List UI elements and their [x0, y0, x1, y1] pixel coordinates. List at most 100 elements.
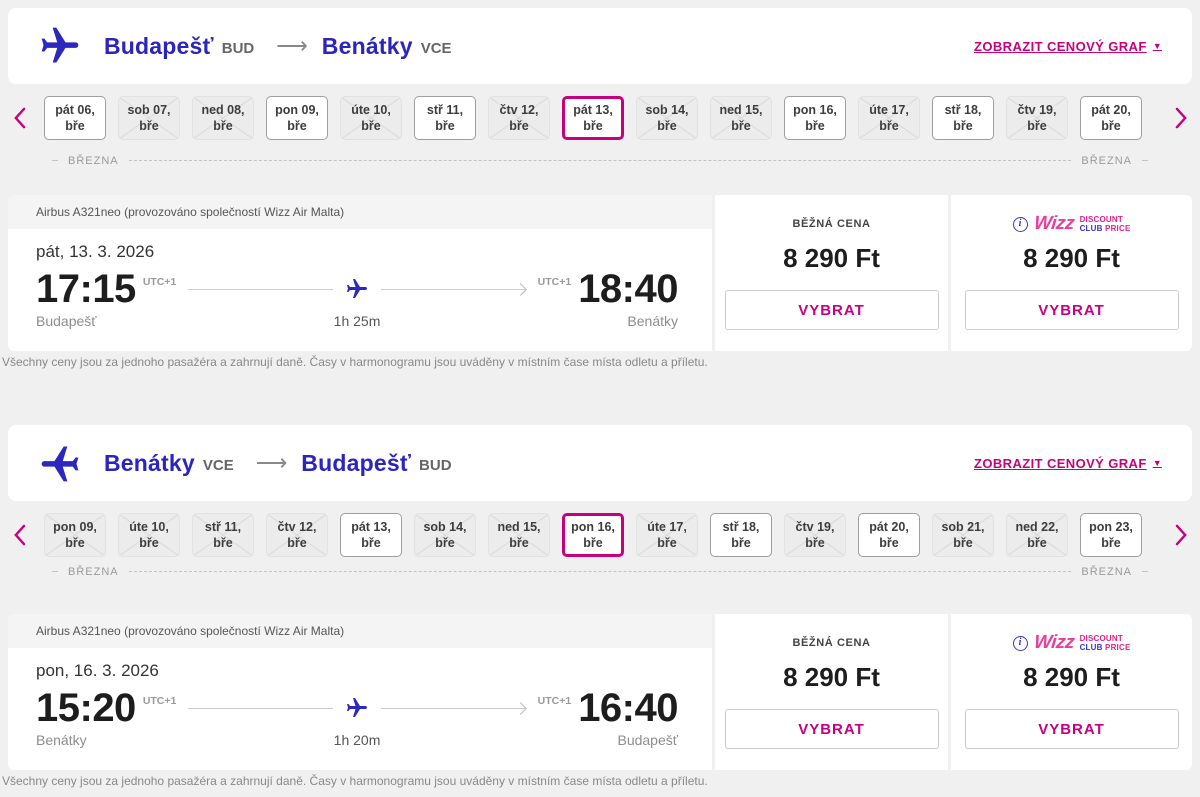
date-tile-month: bře	[287, 119, 307, 133]
date-strip: pon 09, bře úte 10, bře stř 11, bře čtv …	[44, 513, 1156, 557]
departure-city: Benátky	[36, 732, 87, 748]
discount-price-card: i Wizz DISCOUNT CLUB PRICE 8 290 Ft VYBR…	[951, 614, 1192, 770]
flight-section-return: Benátky VCE ⟶ Budapešť BUD ZOBRAZIT CENO…	[2, 425, 1192, 788]
arrival-city: Budapešť	[617, 732, 679, 748]
date-tile: sob 14, bře	[636, 96, 698, 140]
aircraft-info: Airbus A321neo (provozováno společností …	[8, 195, 712, 229]
date-tile: pon 09, bře	[44, 513, 106, 557]
month-label-right: BŘEZNA	[1081, 565, 1132, 578]
chevron-right-icon[interactable]	[1170, 107, 1192, 129]
chevron-left-icon[interactable]	[8, 107, 30, 129]
regular-price-value: 8 290 Ft	[783, 662, 880, 692]
date-tile-day: stř 18,	[722, 519, 760, 534]
date-tile-month: bře	[731, 119, 751, 133]
chevron-left-icon[interactable]	[8, 524, 30, 546]
date-tile-day: čtv 19,	[1017, 102, 1057, 117]
discount-club-label: DISCOUNT CLUB PRICE	[1080, 215, 1131, 233]
date-tile-day: pát 06,	[55, 102, 95, 117]
route-header: Budapešť BUD ⟶ Benátky VCE ZOBRAZIT CENO…	[8, 8, 1192, 84]
month-label-left: BŘEZNA	[68, 565, 119, 578]
date-tile-day: ned 22,	[1015, 519, 1059, 534]
month-label-left: BŘEZNA	[68, 154, 119, 167]
info-icon[interactable]: i	[1012, 216, 1028, 232]
plane-right-icon	[38, 24, 82, 68]
date-tile: čtv 12, bře	[266, 513, 328, 557]
date-tile-day: čtv 12,	[499, 102, 539, 117]
date-tile-day: sob 14,	[423, 519, 467, 534]
origin-city: Benátky	[104, 449, 195, 476]
date-tile-month: bře	[953, 536, 973, 550]
price-graph-label: ZOBRAZIT CENOVÝ GRAF	[974, 38, 1147, 54]
date-tile[interactable]: pát 20, bře	[858, 513, 920, 557]
date-tile[interactable]: pon 09, bře	[266, 96, 328, 140]
date-tile-month: bře	[1027, 119, 1047, 133]
flight-details-card: Airbus A321neo (provozováno společností …	[8, 614, 712, 770]
date-tile[interactable]: pát 13, bře	[562, 96, 624, 140]
date-tile: úte 17, bře	[636, 513, 698, 557]
date-tile[interactable]: pát 13, bře	[340, 513, 402, 557]
destination-city: Benátky	[321, 32, 413, 59]
regular-price-card: BĚŽNÁ CENA 8 290 Ft VYBRAT	[715, 614, 948, 770]
date-tile-month: bře	[213, 536, 233, 550]
date-tile-day: pon 16,	[571, 519, 615, 534]
date-tile-month: bře	[361, 536, 381, 550]
price-graph-link[interactable]: ZOBRAZIT CENOVÝ GRAF ▼	[974, 39, 1162, 54]
date-tile-day: pát 20,	[869, 519, 909, 534]
date-tile-day: úte 10,	[129, 519, 169, 534]
origin-city: Budapešť	[104, 32, 214, 59]
route-line-arrow	[381, 707, 526, 709]
date-tile[interactable]: stř 11, bře	[414, 96, 476, 140]
date-tile-day: pon 09,	[53, 519, 97, 534]
date-tile: sob 14, bře	[414, 513, 476, 557]
date-tile-day: pát 20,	[1091, 102, 1131, 117]
date-tile[interactable]: pon 16, bře	[784, 96, 846, 140]
flight-details-card: Airbus A321neo (provozováno společností …	[8, 195, 712, 351]
arrival-city: Benátky	[627, 313, 679, 329]
route-line-arrow	[381, 288, 526, 290]
date-tile-day: sob 14,	[645, 102, 689, 117]
date-tile[interactable]: stř 18, bře	[932, 96, 994, 140]
dash	[52, 160, 58, 161]
date-tile-day: pon 09,	[275, 102, 319, 117]
dashed-line	[128, 571, 1072, 572]
date-tile-day: stř 11,	[204, 519, 242, 534]
date-tile-month: bře	[953, 119, 973, 133]
price-disclaimer: Všechny ceny jsou za jednoho pasažéra a …	[2, 355, 708, 369]
origin-code: VCE	[202, 456, 234, 474]
date-tile[interactable]: pon 16, bře	[562, 513, 624, 557]
date-tile-month: bře	[435, 119, 455, 133]
price-word: PRICE	[1105, 643, 1131, 652]
date-tile[interactable]: pát 20, bře	[1080, 96, 1142, 140]
flight-duration: 1h 20m	[333, 732, 381, 748]
select-discount-button[interactable]: VYBRAT	[964, 709, 1179, 749]
departure-timezone: UTC+1	[142, 276, 177, 288]
regular-price-label: BĚŽNÁ CENA	[792, 218, 871, 230]
destination-code: VCE	[420, 39, 452, 57]
departure-city: Budapešť	[36, 313, 97, 329]
date-tile[interactable]: pon 23, bře	[1080, 513, 1142, 557]
date-tile-month: bře	[657, 119, 677, 133]
departure-time: 15:20	[36, 686, 136, 730]
date-tile-day: ned 15,	[497, 519, 541, 534]
select-regular-button[interactable]: VYBRAT	[724, 290, 939, 330]
select-discount-button[interactable]: VYBRAT	[964, 290, 1179, 330]
date-tile-day: sob 21,	[941, 519, 985, 534]
date-tile-day: sob 07,	[127, 102, 171, 117]
date-tile: sob 07, bře	[118, 96, 180, 140]
select-regular-button[interactable]: VYBRAT	[724, 709, 939, 749]
date-tile-month: bře	[1101, 536, 1121, 550]
date-tile-month: bře	[435, 536, 455, 550]
price-graph-link[interactable]: ZOBRAZIT CENOVÝ GRAF ▼	[974, 456, 1162, 471]
date-tile-month: bře	[139, 119, 159, 133]
info-icon[interactable]: i	[1012, 635, 1028, 651]
date-tile[interactable]: pát 06, bře	[44, 96, 106, 140]
route-line	[188, 707, 333, 709]
chevron-right-icon[interactable]	[1170, 524, 1192, 546]
date-tile-day: stř 18,	[944, 102, 982, 117]
date-tile[interactable]: stř 18, bře	[710, 513, 772, 557]
flight-result-row: Airbus A321neo (provozováno společností …	[8, 195, 1192, 351]
triangle-down-icon: ▼	[1152, 41, 1162, 51]
route-arrow-icon: ⟶	[255, 450, 288, 475]
date-tile: čtv 19, bře	[1006, 96, 1068, 140]
departure-time: 17:15	[36, 267, 136, 311]
